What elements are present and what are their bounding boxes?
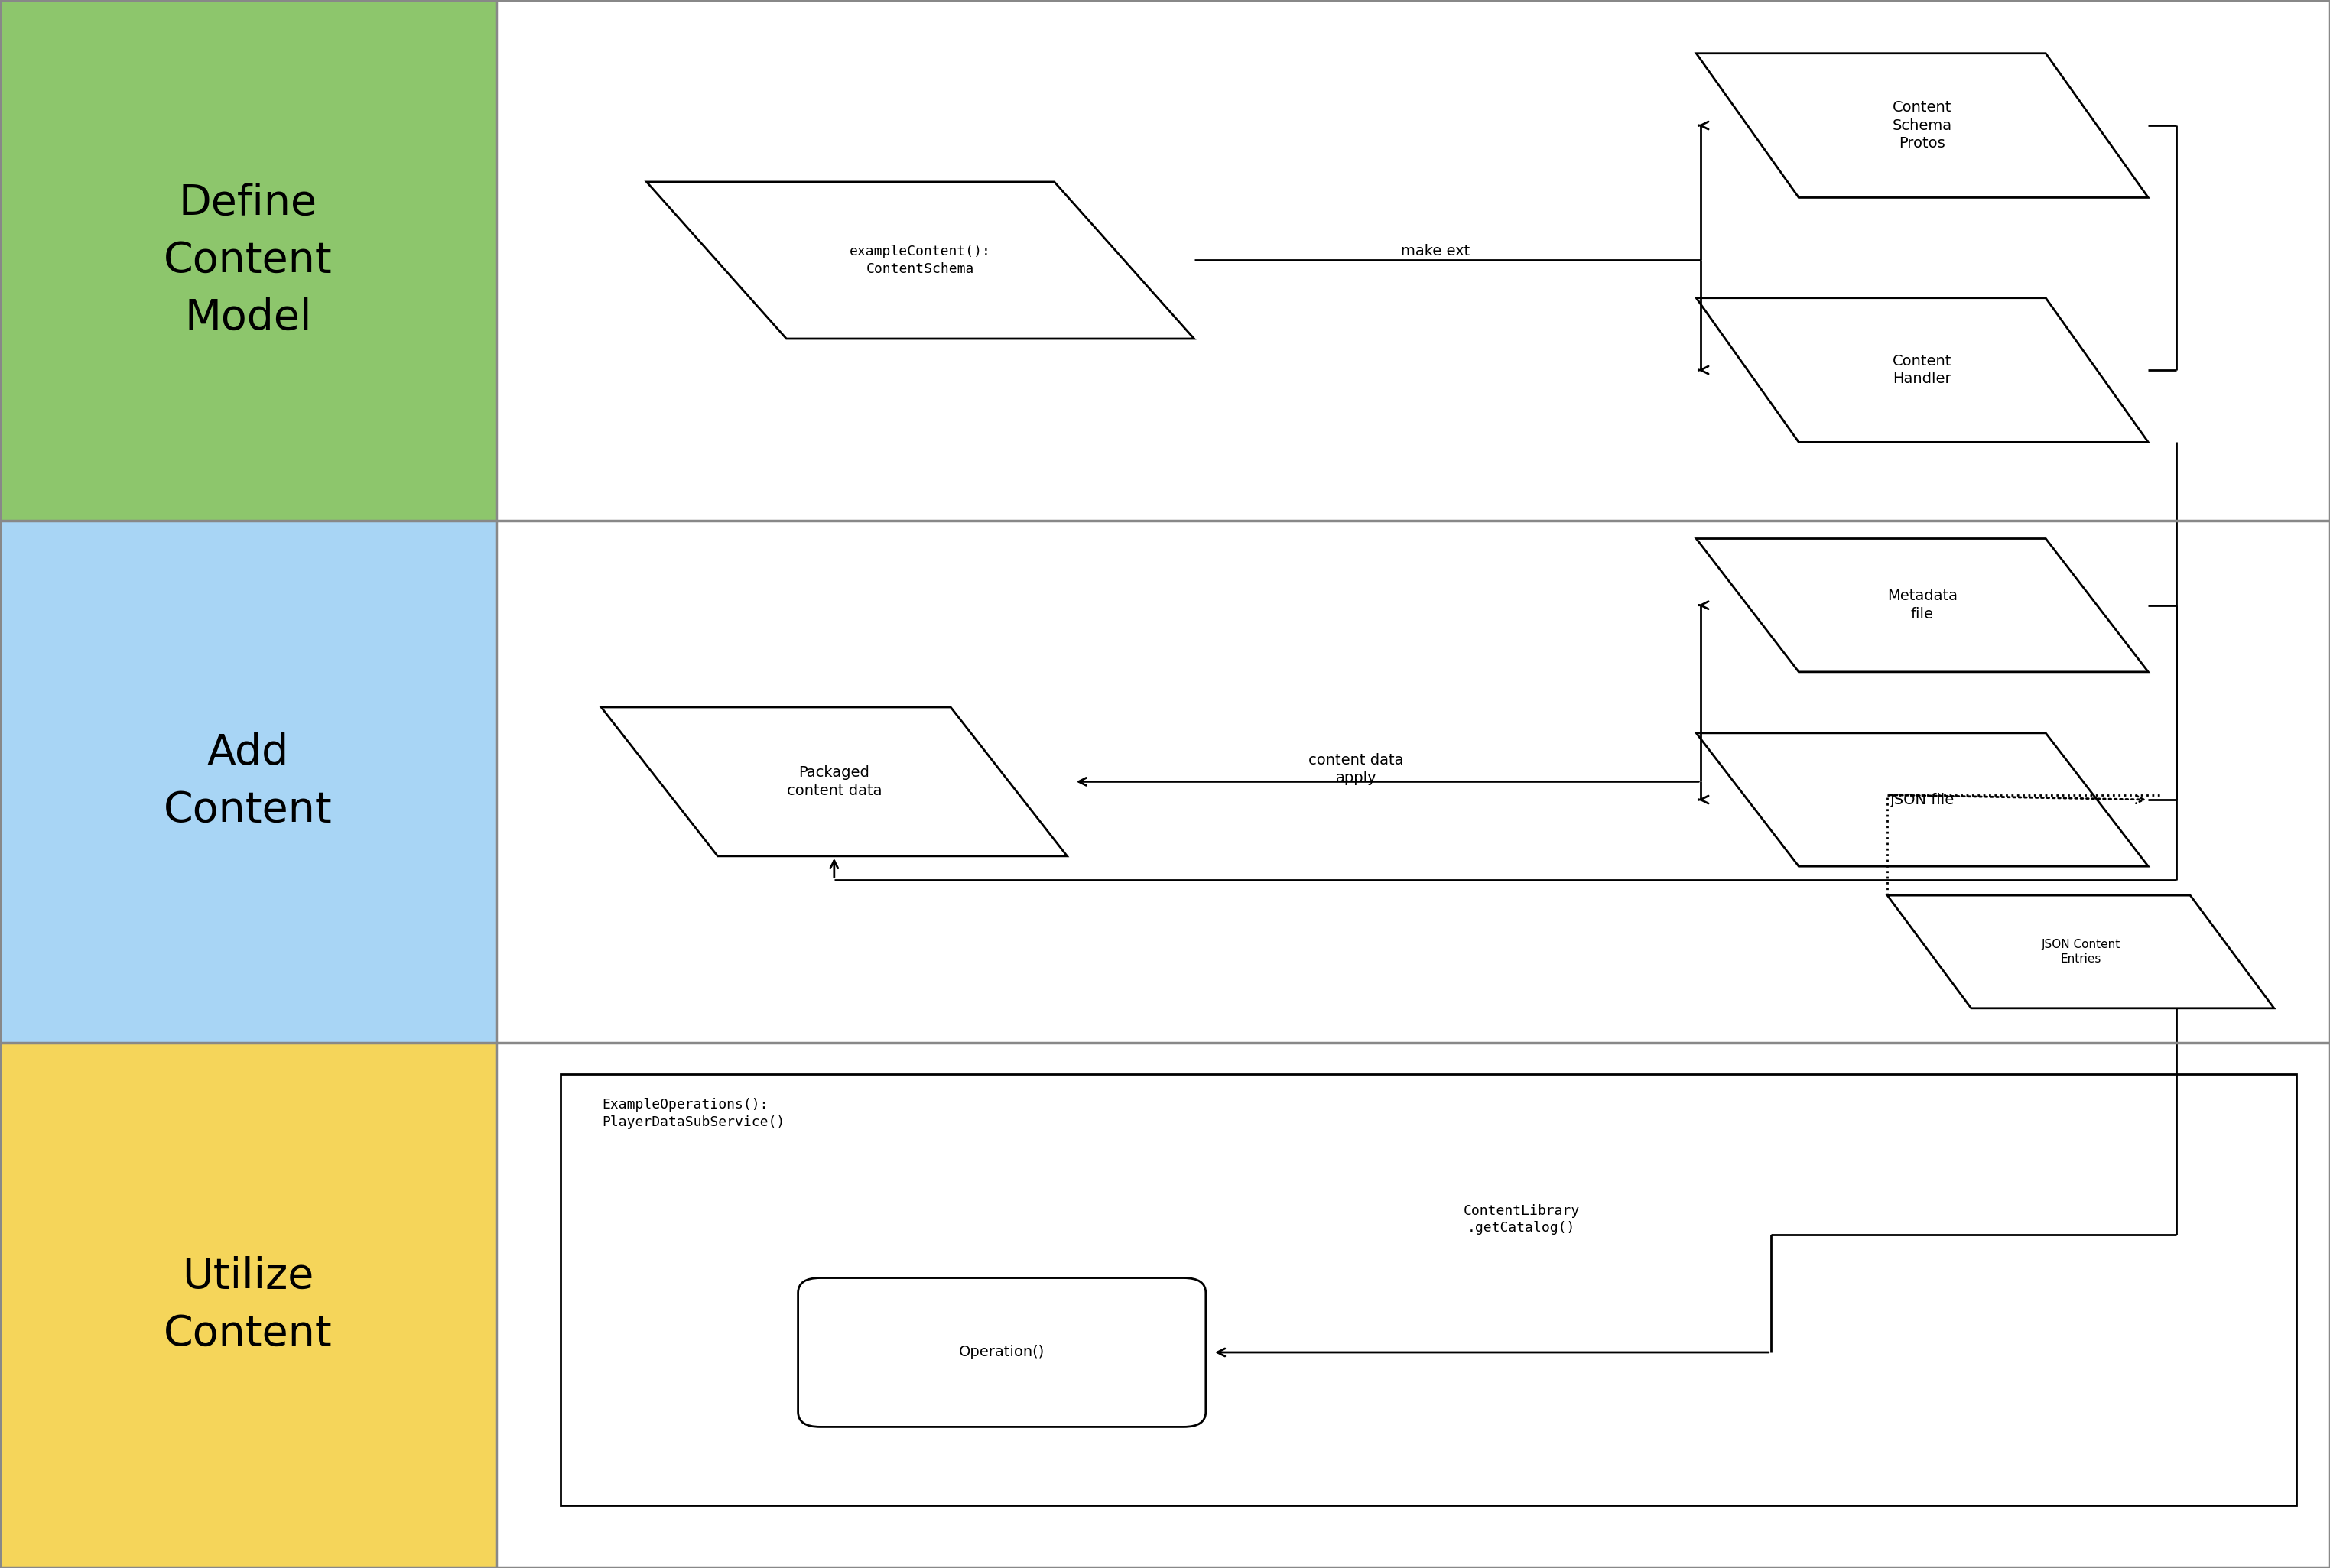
Text: Define
Content
Model: Define Content Model — [163, 182, 333, 339]
Polygon shape — [601, 707, 1067, 856]
Text: ExampleOperations():
PlayerDataSubService(): ExampleOperations(): PlayerDataSubServic… — [601, 1098, 785, 1129]
Text: content data
apply: content data apply — [1309, 753, 1403, 786]
Polygon shape — [645, 182, 1193, 339]
Polygon shape — [1696, 53, 2148, 198]
Text: JSON file: JSON file — [1890, 792, 1955, 808]
Bar — [0, 0, 496, 521]
Bar — [496, 0, 2330, 1568]
Polygon shape — [1696, 734, 2148, 866]
Text: ContentLibrary
.getCatalog(): ContentLibrary .getCatalog() — [1463, 1204, 1580, 1234]
Polygon shape — [1696, 539, 2148, 671]
Bar — [0, 521, 496, 1043]
Text: Packaged
content data: Packaged content data — [788, 765, 881, 798]
Text: JSON Content
Entries: JSON Content Entries — [2041, 939, 2120, 964]
Text: exampleContent():
ContentSchema: exampleContent(): ContentSchema — [850, 245, 990, 276]
Polygon shape — [1887, 895, 2274, 1008]
Bar — [0, 1043, 496, 1568]
Text: Utilize
Content: Utilize Content — [163, 1256, 333, 1355]
Text: make ext: make ext — [1400, 243, 1470, 259]
Text: Content
Schema
Protos: Content Schema Protos — [1892, 100, 1953, 151]
Polygon shape — [1696, 298, 2148, 442]
Bar — [559, 1074, 2297, 1505]
Text: Metadata
file: Metadata file — [1887, 590, 1957, 621]
FancyBboxPatch shape — [797, 1278, 1207, 1427]
Text: Content
Handler: Content Handler — [1892, 354, 1953, 386]
Text: Add
Content: Add Content — [163, 732, 333, 831]
Text: Operation(): Operation() — [960, 1345, 1044, 1359]
